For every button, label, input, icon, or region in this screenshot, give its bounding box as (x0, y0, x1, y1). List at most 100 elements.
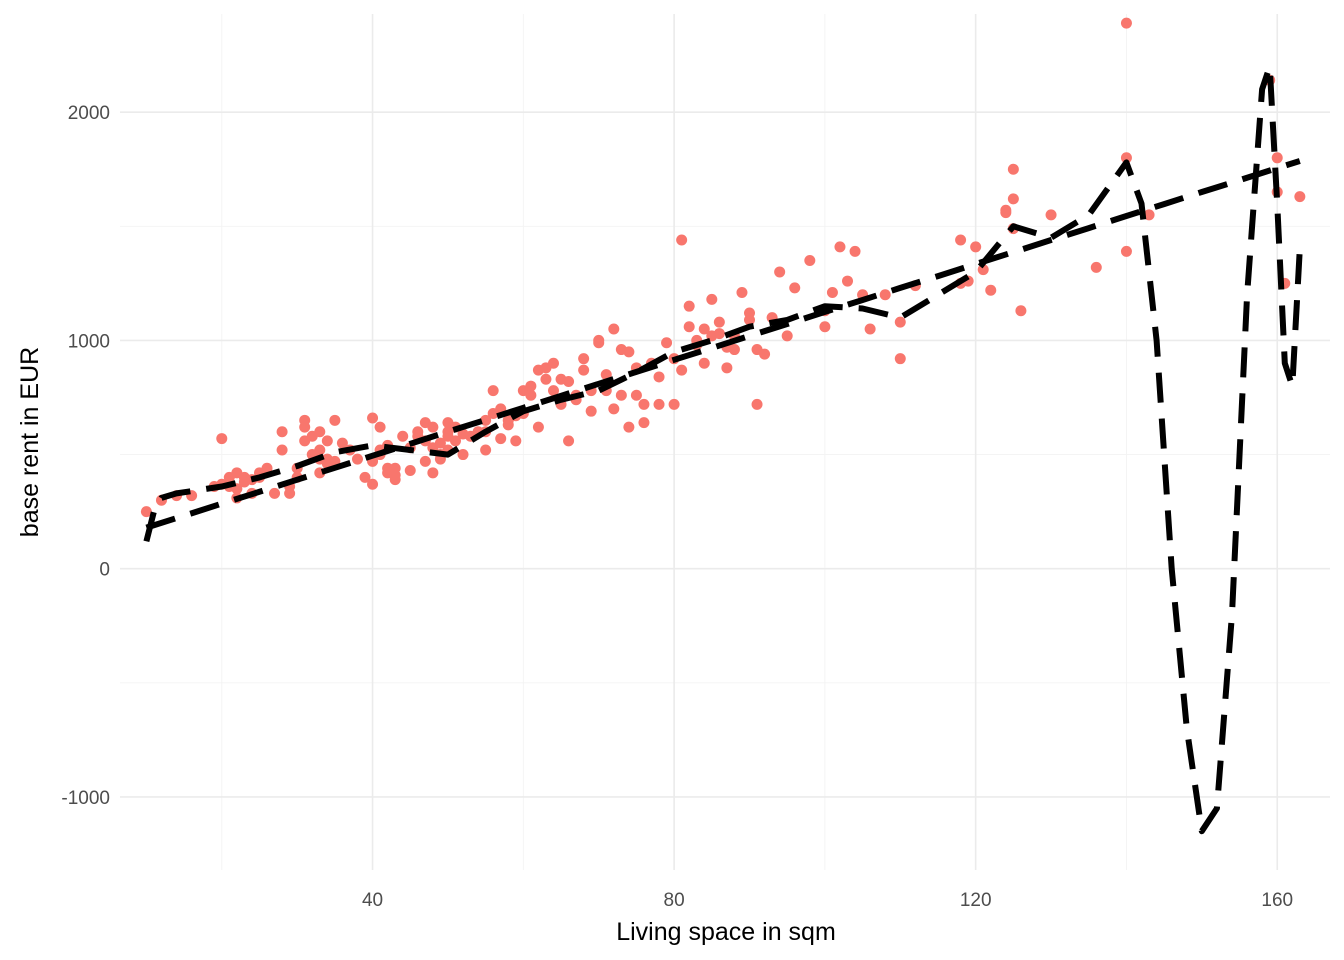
data-point (713, 328, 725, 340)
data-point (683, 321, 695, 333)
data-point (759, 348, 771, 360)
data-point (879, 289, 891, 301)
data-point (789, 282, 801, 294)
data-point (593, 334, 605, 346)
data-point (216, 433, 228, 445)
y-axis-title: base rent in EUR (16, 347, 44, 537)
data-point (314, 426, 326, 438)
x-axis-title: Living space in sqm (616, 918, 836, 946)
data-point (623, 346, 635, 358)
data-point (661, 337, 673, 349)
data-point (653, 398, 665, 410)
data-point (736, 286, 748, 298)
x-tick-label: 40 (362, 890, 383, 911)
data-point (676, 364, 688, 376)
data-point (525, 389, 537, 401)
fit-line (143, 63, 1303, 835)
data-point (140, 506, 152, 518)
data-point (1045, 209, 1057, 221)
data-point (532, 421, 544, 433)
data-point (713, 316, 725, 328)
data-point (774, 266, 786, 278)
fit-line (145, 158, 1301, 531)
data-point (668, 398, 680, 410)
data-point (427, 467, 439, 479)
data-point (977, 264, 989, 276)
data-point (367, 478, 379, 490)
data-point (578, 353, 590, 365)
data-point (744, 307, 756, 319)
data-point (434, 437, 446, 449)
y-axis-ticks: -1000 0 1000 2000 (61, 103, 110, 809)
data-point (623, 421, 635, 433)
data-point (1007, 193, 1019, 205)
data-point (314, 444, 326, 456)
x-tick-label: 160 (1261, 890, 1293, 911)
data-point (427, 421, 439, 433)
data-point (1007, 163, 1019, 175)
x-tick-label: 120 (960, 890, 992, 911)
data-point (495, 433, 507, 445)
data-point (449, 435, 461, 447)
data-point (608, 403, 620, 415)
data-points (140, 17, 1306, 518)
data-point (751, 398, 763, 410)
data-point (894, 353, 906, 365)
data-point (985, 284, 997, 296)
data-point (1271, 152, 1283, 164)
data-point (698, 323, 710, 335)
data-point (404, 465, 416, 477)
data-point (804, 255, 816, 267)
data-point (480, 444, 492, 456)
data-point (1015, 305, 1027, 317)
data-point (1143, 209, 1155, 221)
data-point (1090, 261, 1102, 273)
data-point (676, 234, 688, 246)
data-point (842, 275, 854, 287)
data-point (864, 323, 876, 335)
data-point (419, 455, 431, 467)
data-point (1120, 152, 1132, 164)
data-point (487, 385, 499, 397)
data-point (276, 426, 288, 438)
data-point (336, 437, 348, 449)
data-point (321, 435, 333, 447)
data-point (781, 330, 793, 342)
data-point (480, 414, 492, 426)
data-point (1000, 204, 1012, 216)
data-point (374, 421, 386, 433)
data-point (457, 449, 469, 461)
data-point (1294, 191, 1306, 203)
data-point (547, 357, 559, 369)
data-point (630, 389, 642, 401)
data-point (1120, 245, 1132, 257)
data-point (849, 245, 861, 257)
data-point (299, 414, 311, 426)
data-point (284, 487, 296, 499)
data-point (826, 286, 838, 298)
data-point (706, 293, 718, 305)
fit-lines (143, 63, 1303, 835)
data-point (261, 462, 273, 474)
data-point (721, 362, 733, 374)
y-tick-label: 2000 (68, 103, 110, 124)
data-point (525, 380, 537, 392)
data-point (683, 300, 695, 312)
y-tick-label: -1000 (61, 788, 110, 809)
data-point (547, 385, 559, 397)
data-point (269, 487, 281, 499)
data-point (329, 414, 341, 426)
x-tick-label: 80 (664, 890, 685, 911)
data-point (638, 417, 650, 429)
data-point (578, 364, 590, 376)
data-point (615, 389, 627, 401)
data-point (834, 241, 846, 253)
y-tick-label: 1000 (68, 331, 110, 352)
data-point (510, 435, 522, 447)
y-tick-label: 0 (99, 560, 110, 581)
data-point (894, 316, 906, 328)
data-point (638, 398, 650, 410)
data-point (819, 321, 831, 333)
data-point (540, 373, 552, 385)
